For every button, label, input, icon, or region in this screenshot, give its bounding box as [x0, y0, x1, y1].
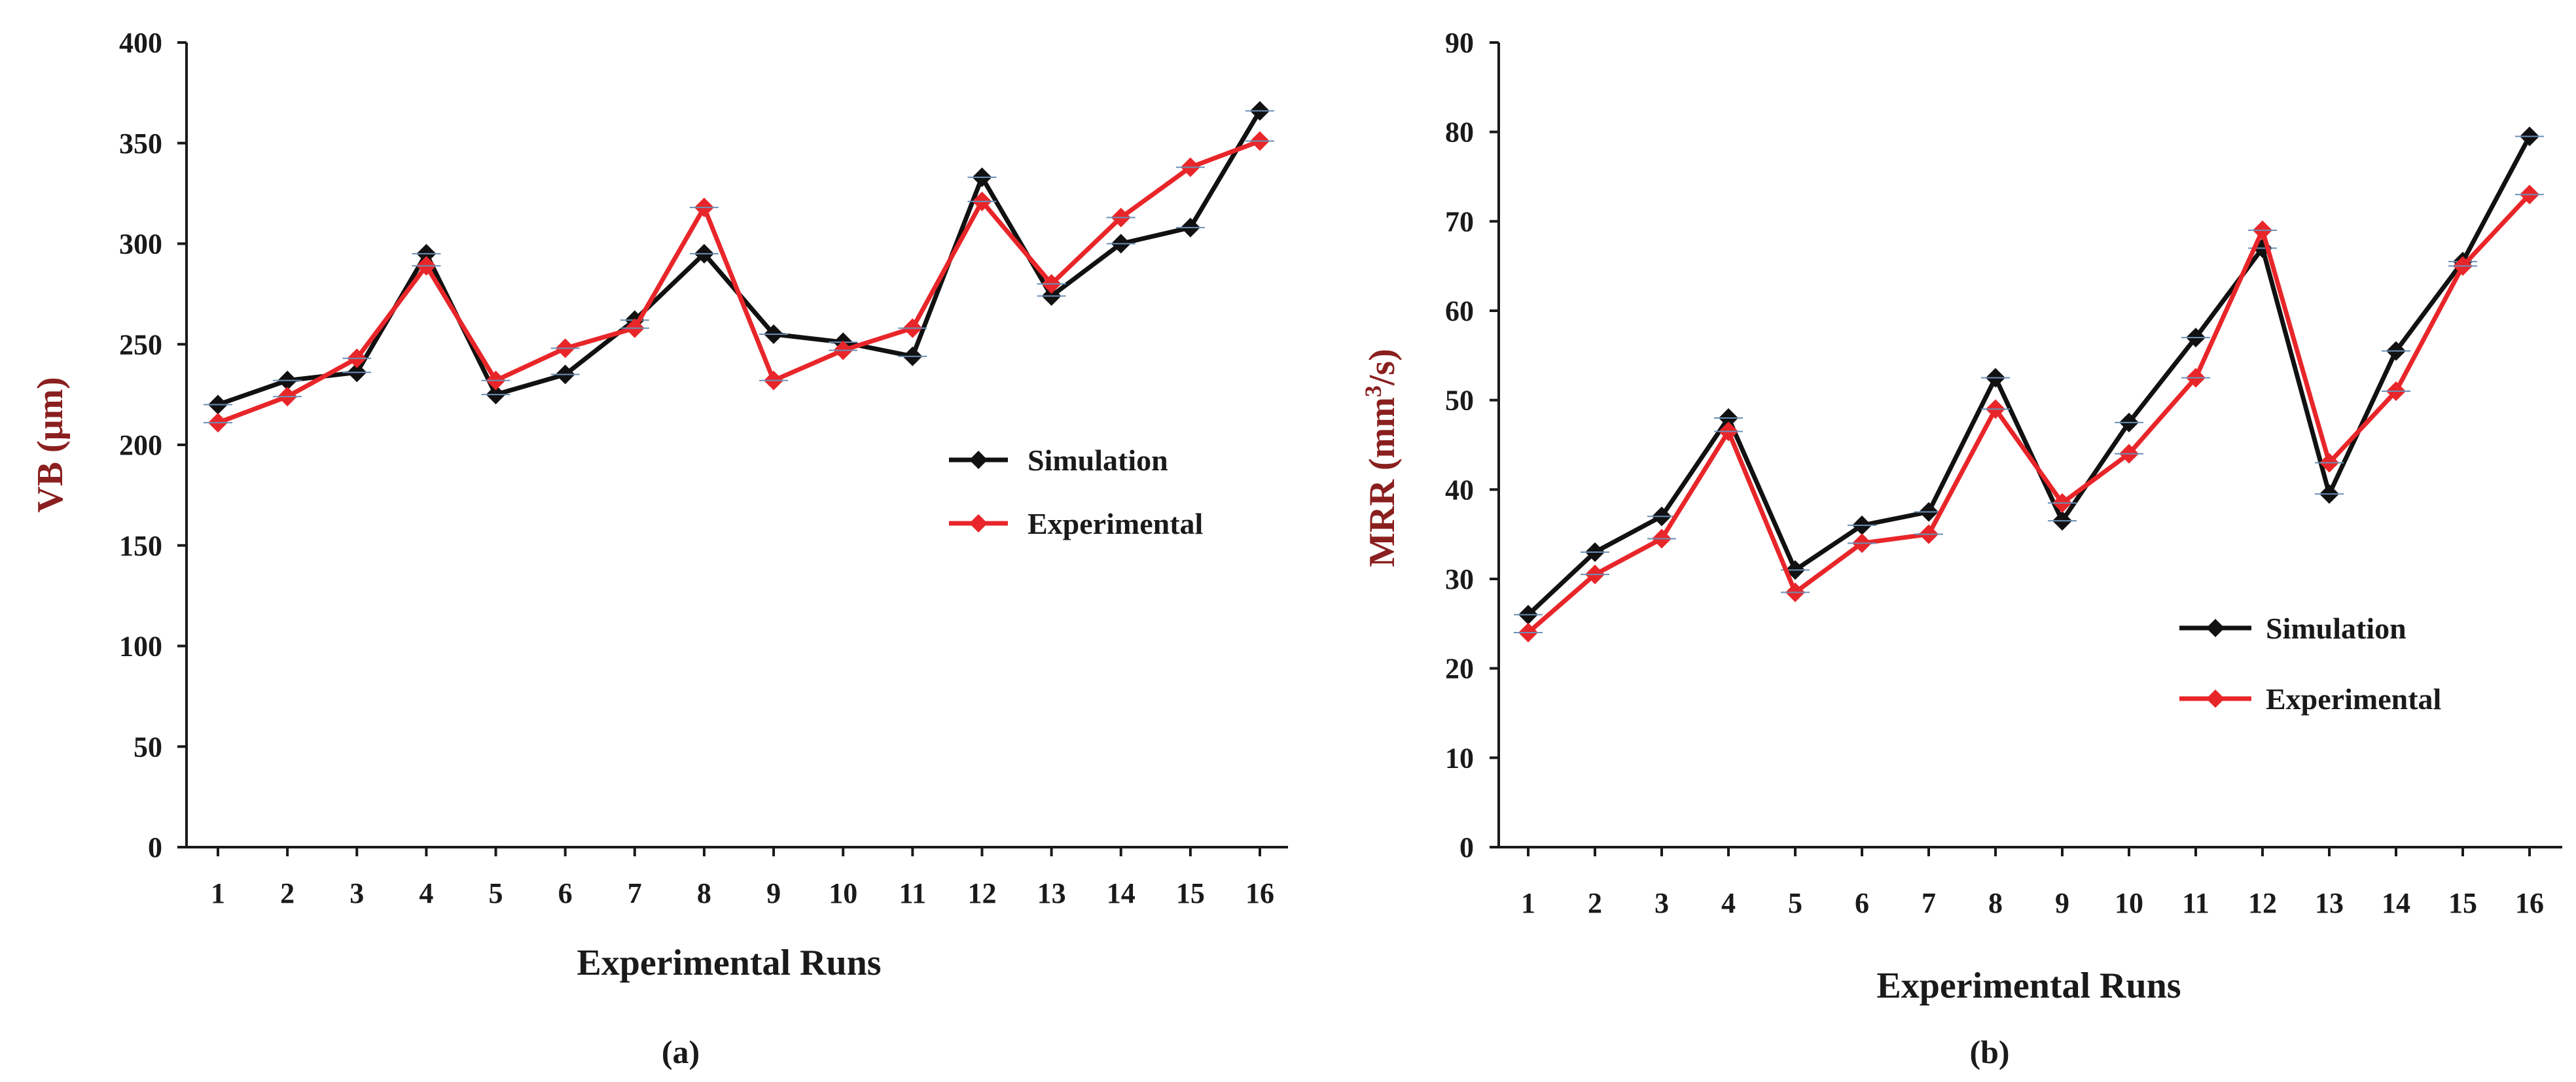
- legend-item-experimental: Experimental: [949, 507, 1203, 540]
- x-tick-label: 6: [558, 877, 573, 909]
- x-tick-label: 7: [628, 877, 642, 909]
- series-line-simulation: [1526, 135, 2532, 617]
- x-tick-label: 5: [1788, 887, 1802, 919]
- y-tick-label: 0: [148, 831, 162, 864]
- series-line-experimental: [1526, 192, 2531, 635]
- y-tick-label: 10: [1445, 742, 1474, 774]
- chart-b-legend: Simulation Experimental: [2179, 612, 2441, 716]
- x-tick-label: 1: [211, 877, 225, 909]
- chart-a-panel-label: (a): [662, 1034, 700, 1070]
- legend-item-experimental: Experimental: [2179, 682, 2441, 716]
- y-tick-label: 0: [1459, 831, 1474, 864]
- chart-a-series: [204, 101, 1274, 433]
- x-tick-label: 10: [2115, 887, 2143, 919]
- svg-text:Simulation: Simulation: [1028, 444, 1168, 477]
- chart-a-x-axis-title: Experimental Runs: [577, 943, 881, 983]
- y-tick-label: 50: [1445, 385, 1474, 417]
- y-tick-label: 400: [119, 27, 162, 59]
- chart-b-y-ticks: 0 10 20 30 40 50 60 70 80 90: [1445, 27, 1499, 864]
- x-tick-label: 15: [1176, 877, 1205, 909]
- y-tick-label: 40: [1445, 474, 1474, 506]
- chart-b-panel-label: (b): [1969, 1034, 2009, 1070]
- chart-b-x-ticks: 1 2 3 4 5 6 7 8 9 10 11 12 13 14 15 16: [1521, 847, 2544, 919]
- x-tick-label: 13: [1037, 877, 1066, 909]
- x-tick-label: 4: [1721, 887, 1736, 919]
- x-tick-label: 9: [2055, 887, 2069, 919]
- x-tick-label: 8: [697, 877, 711, 909]
- y-tick-label: 300: [119, 228, 162, 260]
- chart-b-x-axis-title: Experimental Runs: [1876, 966, 2181, 1006]
- y-tick-label: 30: [1445, 563, 1474, 595]
- x-tick-label: 12: [967, 877, 996, 909]
- x-tick-label: 14: [2382, 887, 2410, 919]
- chart-a-x-ticks: 1 2 3 4 5 6 7 8 9 10 11 12 13 14 15 16: [211, 847, 1274, 909]
- x-tick-label: 11: [2182, 887, 2209, 919]
- chart-a-y-axis-title: VB (μm): [30, 377, 71, 512]
- x-tick-label: 12: [2248, 887, 2277, 919]
- x-tick-label: 2: [280, 877, 295, 909]
- chart-b-y-axis-title: MRR (mm3/s): [1360, 349, 1403, 567]
- y-tick-label: 350: [119, 128, 162, 160]
- x-tick-label: 10: [829, 877, 857, 909]
- x-tick-label: 9: [766, 877, 781, 909]
- series-line-experimental: [217, 139, 1261, 425]
- x-tick-label: 16: [1245, 877, 1274, 909]
- x-tick-label: 13: [2315, 887, 2344, 919]
- y-tick-label: 250: [119, 328, 162, 360]
- y-tick-label: 80: [1445, 116, 1474, 148]
- chart-b-series: [1514, 126, 2544, 642]
- y-tick-label: 150: [119, 530, 162, 562]
- svg-text:Experimental: Experimental: [2266, 682, 2441, 716]
- x-tick-label: 4: [419, 877, 433, 909]
- x-tick-label: 15: [2448, 887, 2477, 919]
- x-tick-label: 3: [1655, 887, 1669, 919]
- x-tick-label: 11: [899, 877, 927, 909]
- y-tick-label: 200: [119, 429, 162, 461]
- y-tick-label: 50: [134, 731, 162, 763]
- legend-item-simulation: Simulation: [949, 444, 1168, 477]
- y-tick-label: 100: [119, 631, 162, 663]
- x-tick-label: 6: [1855, 887, 1869, 919]
- y-tick-label: 20: [1445, 653, 1474, 685]
- x-tick-label: 1: [1521, 887, 1535, 919]
- chart-a-y-ticks: 0 50 100 150 200 250 300 350 400: [119, 27, 187, 864]
- y-tick-label: 60: [1445, 295, 1474, 327]
- x-tick-label: 8: [1988, 887, 2003, 919]
- x-tick-label: 16: [2515, 887, 2544, 919]
- x-tick-label: 14: [1107, 877, 1136, 909]
- y-tick-label: 90: [1445, 27, 1474, 59]
- svg-text:Experimental: Experimental: [1028, 507, 1203, 540]
- chart-a-legend: Simulation Experimental: [949, 444, 1203, 540]
- y-tick-label: 70: [1445, 205, 1474, 237]
- svg-text:Simulation: Simulation: [2266, 612, 2406, 645]
- x-tick-label: 3: [349, 877, 364, 909]
- x-tick-label: 2: [1588, 887, 1602, 919]
- x-tick-label: 7: [1922, 887, 1936, 919]
- series-line-simulation: [217, 109, 1262, 407]
- legend-item-simulation: Simulation: [2179, 612, 2406, 645]
- x-tick-label: 5: [489, 877, 503, 909]
